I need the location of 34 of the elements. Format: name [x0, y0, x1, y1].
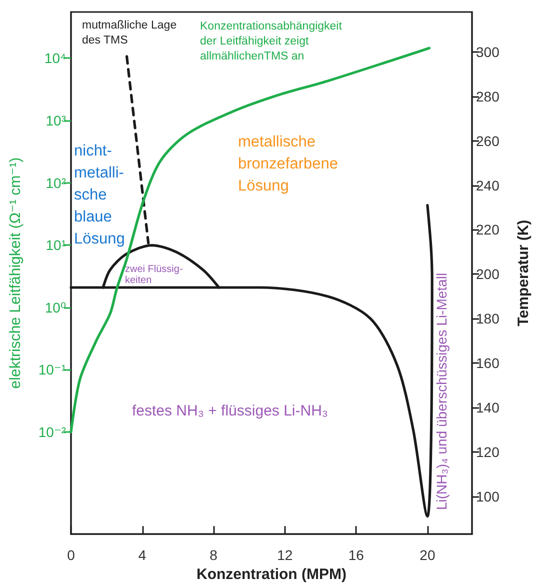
y2-tick-label: 140 [476, 399, 500, 416]
annotation: festes NH₃ + flüssiges Li-NH₃ [132, 402, 328, 420]
x-tick-label: 0 [67, 547, 76, 564]
y-tick-label: 10⁻² [38, 424, 66, 440]
x-tick-label: 8 [210, 547, 218, 564]
x-axis-title: Konzentration (MPM) [196, 566, 346, 583]
annotation: nicht- metalli- sche blaue Lösung [74, 142, 125, 248]
annotation: Konzentrationsabhängigkeit der Leitfähigkeit zeigt allmählichenTMS an [200, 20, 343, 62]
y-axis-title: elektrische Leitfähigkeit (Ω⁻¹ cm⁻¹) [7, 157, 24, 389]
x-tick-label: 20 [420, 547, 436, 564]
y-tick-label: 10² [46, 174, 66, 191]
y-tick-label: 10⁻¹ [38, 362, 66, 378]
x-tick-label: 16 [348, 547, 364, 564]
y2-tick-label: 180 [476, 310, 500, 327]
y-tick-label: 10³ [46, 112, 66, 128]
y2-tick-label: 280 [476, 88, 500, 104]
y2-tick-label: 300 [476, 44, 500, 60]
y2-tick-label: 160 [476, 355, 500, 372]
annotation: metallische bronzefarbene Lösung [238, 134, 338, 194]
y2-tick-label: 240 [476, 177, 500, 194]
y2-tick-label: 220 [476, 222, 500, 238]
y-tick-label: 10⁰ [44, 299, 66, 316]
y2-tick-label: 260 [476, 132, 500, 149]
y2-tick-label: 100 [476, 488, 500, 504]
y2-tick-label: 200 [476, 266, 500, 282]
y-tick-label: 10¹ [46, 237, 66, 254]
y-tick-label: 10⁴ [44, 50, 66, 66]
y2-tick-label: 120 [476, 444, 500, 460]
annotation: mutmaßliche Lage des TMS [82, 20, 177, 46]
x-tick-label: 4 [138, 547, 146, 564]
annotation: zwei Flüssig- keiten [125, 264, 183, 286]
y2-axis-title: Temperatur (K) [515, 220, 532, 326]
annotation: Li(NH₃)₄ und überschüssiges Li-Metall [434, 272, 450, 510]
x-tick-label: 12 [277, 547, 293, 564]
